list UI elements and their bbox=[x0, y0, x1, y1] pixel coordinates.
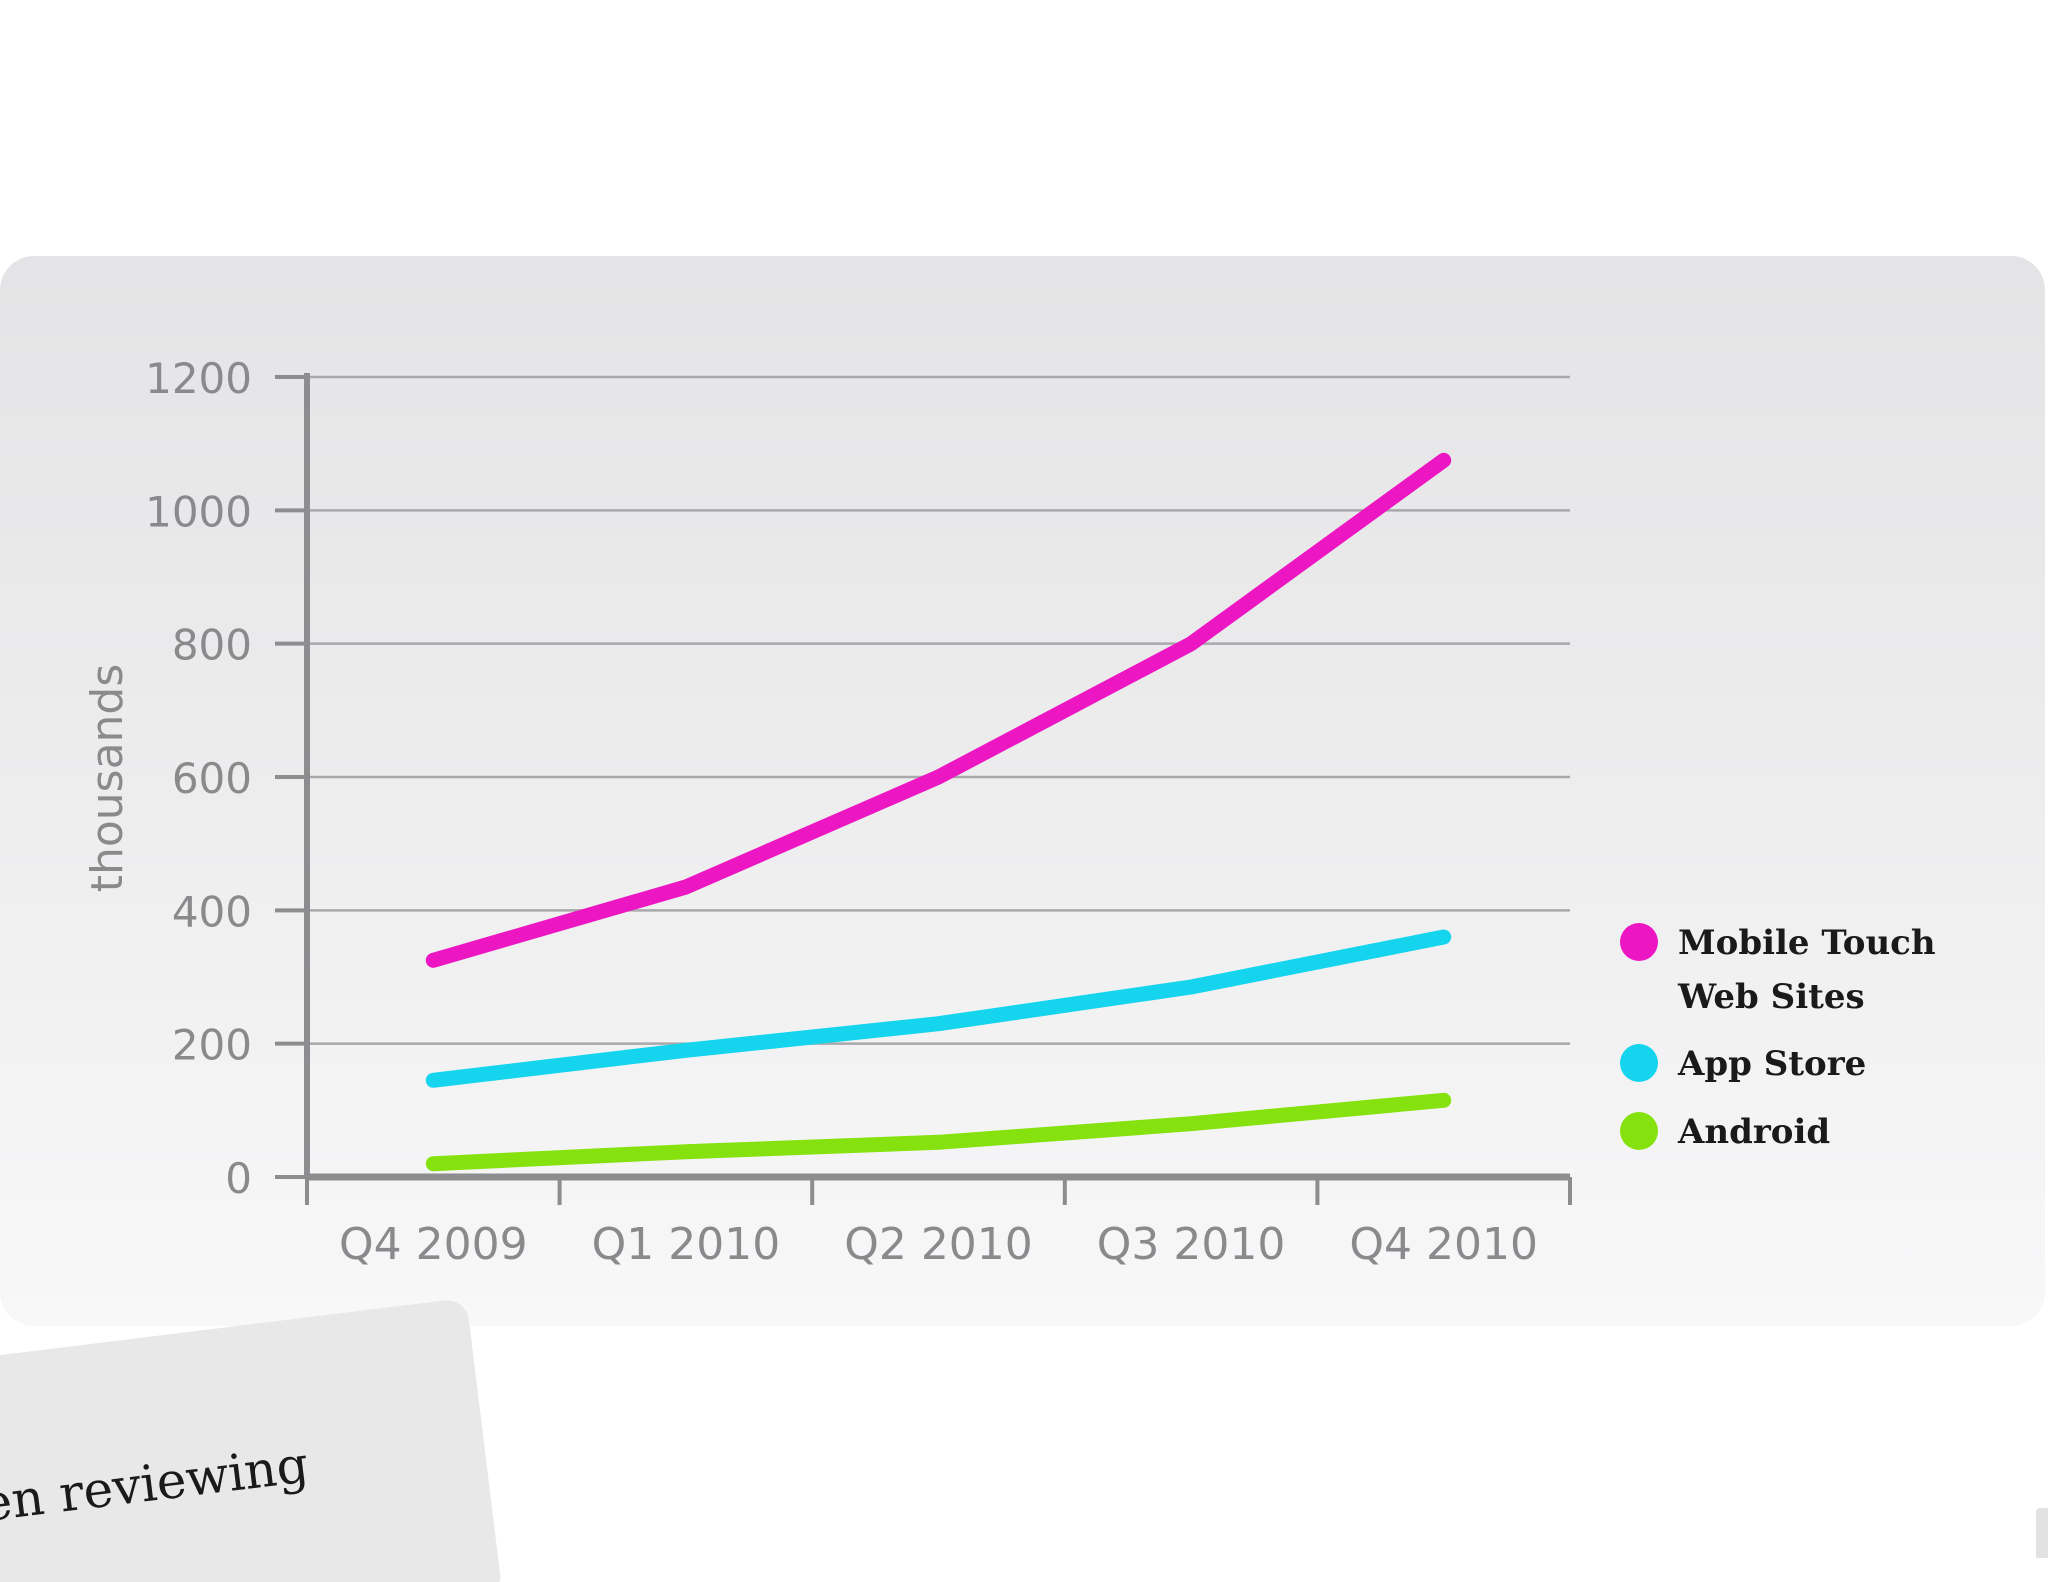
legend-swatch-2 bbox=[1620, 1112, 1658, 1150]
y-tick-labels: 0 200 400 600 800 1000 1200 bbox=[145, 354, 252, 1203]
legend-label-0-line1: Web Sites bbox=[1677, 977, 1865, 1017]
x-tick-labels: Q4 2009 Q1 2010 Q2 2010 Q3 2010 Q4 2010 bbox=[339, 1219, 1538, 1270]
chart-panel bbox=[0, 256, 2045, 1326]
series-lines bbox=[425, 452, 1452, 1172]
legend: Mobile Touch Web Sites App Store Android bbox=[1620, 923, 1936, 1152]
series-line-android bbox=[425, 1092, 1452, 1172]
x-tick-label-0: Q4 2009 bbox=[339, 1219, 528, 1270]
y-tick-label-200: 200 bbox=[172, 1021, 252, 1070]
y-tick-label-800: 800 bbox=[172, 621, 252, 670]
legend-swatch-0 bbox=[1620, 923, 1658, 961]
y-axis-label: thousands bbox=[82, 664, 133, 893]
x-tick-label-2: Q2 2010 bbox=[844, 1219, 1033, 1270]
legend-label-1: App Store bbox=[1677, 1044, 1866, 1084]
y-tick-label-1000: 1000 bbox=[145, 487, 252, 536]
x-tick-label-4: Q4 2010 bbox=[1349, 1219, 1538, 1270]
y-tick-label-400: 400 bbox=[172, 887, 252, 936]
y-tick-label-600: 600 bbox=[172, 754, 252, 803]
y-tick-label-1200: 1200 bbox=[145, 354, 252, 403]
legend-swatch-1 bbox=[1620, 1044, 1658, 1082]
series-line-mobile-touch-web-sites bbox=[425, 452, 1452, 968]
y-tick-label-0: 0 bbox=[225, 1154, 252, 1203]
axes bbox=[275, 373, 1572, 1205]
legend-label-0: Mobile Touch bbox=[1678, 923, 1936, 963]
legend-label-2: Android bbox=[1677, 1112, 1830, 1152]
corner-card-edge bbox=[2036, 1508, 2048, 1558]
x-tick-label-1: Q1 2010 bbox=[592, 1219, 781, 1270]
x-tick-label-3: Q3 2010 bbox=[1097, 1219, 1286, 1270]
series-line-app-store bbox=[425, 929, 1452, 1088]
